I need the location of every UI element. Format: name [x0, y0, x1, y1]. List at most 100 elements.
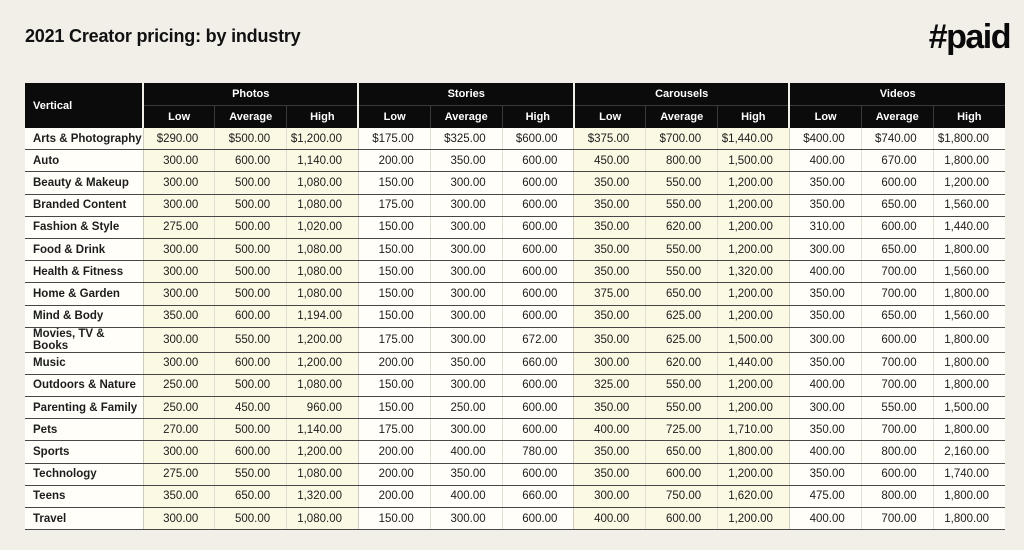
price-cell: 475.00	[788, 485, 862, 509]
price-cell: 300.00	[429, 171, 503, 195]
price-cell: 350.00	[788, 194, 862, 217]
price-cell: $175.00	[357, 128, 431, 151]
price-cell: 600.00	[501, 194, 574, 217]
price-cell: 1,200.00	[717, 171, 790, 195]
column-subheader-carousels-average: Average	[645, 105, 718, 128]
price-cell: 550.00	[645, 194, 718, 217]
price-cell: 550.00	[214, 327, 287, 353]
price-cell: 350.00	[573, 396, 646, 420]
price-cell: 300.00	[142, 238, 215, 262]
row-label: Music	[25, 352, 143, 375]
price-cell: 350.00	[573, 238, 646, 262]
price-cell: 1,800.00	[932, 327, 1005, 353]
row-label: Teens	[25, 485, 143, 509]
table-body: Arts & Photography $290.00 $500.00 $1,200.0…	[25, 128, 1005, 531]
row-label: Food & Drink	[25, 238, 143, 262]
price-cell: 1,200.00	[717, 396, 790, 420]
table-row: Travel 300.00 500.00 1,080.00 150.00 300.00 60…	[25, 507, 1005, 531]
table-row: Food & Drink 300.00 500.00 1,080.00 150.00 30…	[25, 238, 1005, 262]
price-cell: 1,080.00	[286, 463, 359, 486]
price-cell: 300.00	[429, 507, 503, 531]
price-cell: 1,800.00	[932, 418, 1005, 442]
price-cell: 450.00	[214, 396, 287, 420]
price-cell: $1,200.00	[286, 128, 359, 151]
table-row: Pets 270.00 500.00 1,140.00 175.00 300.00 600.…	[25, 418, 1005, 442]
price-cell: 350.00	[142, 305, 215, 328]
column-subheader-photos-high: High	[286, 105, 359, 128]
row-label: Travel	[25, 507, 143, 531]
price-cell: 650.00	[860, 194, 934, 217]
price-cell: 1,140.00	[286, 418, 359, 442]
price-cell: 600.00	[645, 463, 718, 486]
price-cell: 350.00	[788, 352, 862, 375]
price-cell: 1,500.00	[717, 149, 790, 173]
price-cell: 300.00	[573, 352, 646, 375]
column-group-header-carousels: Carousels	[572, 83, 790, 106]
price-cell: 350.00	[573, 327, 646, 353]
price-cell: 600.00	[214, 149, 287, 173]
price-cell: 450.00	[573, 149, 646, 173]
price-cell: 550.00	[214, 463, 287, 486]
price-cell: 250.00	[429, 396, 503, 420]
price-cell: 600.00	[501, 260, 574, 284]
price-cell: 600.00	[501, 374, 574, 398]
price-cell: 625.00	[645, 305, 718, 328]
price-cell: 200.00	[357, 149, 431, 173]
price-cell: 725.00	[645, 418, 718, 442]
price-cell: 175.00	[357, 418, 431, 442]
price-cell: 350.00	[429, 463, 503, 486]
price-cell: 350.00	[573, 440, 646, 464]
price-cell: 1,800.00	[717, 440, 790, 464]
price-cell: 150.00	[357, 305, 431, 328]
row-label: Sports	[25, 440, 143, 464]
row-label: Parenting & Family	[25, 396, 143, 420]
table-row: Technology 275.00 550.00 1,080.00 200.00 350.…	[25, 463, 1005, 486]
price-cell: 150.00	[357, 507, 431, 531]
price-cell: $375.00	[573, 128, 646, 151]
price-cell: 350.00	[429, 352, 503, 375]
price-cell: 800.00	[645, 149, 718, 173]
table-row: Fashion & Style 275.00 500.00 1,020.00 150.0…	[25, 216, 1005, 239]
price-cell: $1,800.00	[932, 128, 1005, 151]
price-cell: 400.00	[429, 440, 503, 464]
price-cell: 310.00	[788, 216, 862, 239]
table-row: Parenting & Family 250.00 450.00 960.00 150.…	[25, 396, 1005, 420]
price-cell: 1,500.00	[932, 396, 1005, 420]
price-cell: 350.00	[573, 216, 646, 239]
price-cell: 600.00	[501, 238, 574, 262]
price-cell: 1,200.00	[717, 507, 790, 531]
price-cell: 1,320.00	[286, 485, 359, 509]
price-cell: 650.00	[214, 485, 287, 509]
price-cell: 650.00	[860, 238, 934, 262]
price-cell: 800.00	[860, 485, 934, 509]
table-row: Beauty & Makeup 300.00 500.00 1,080.00 150.0…	[25, 171, 1005, 195]
price-cell: 1,620.00	[717, 485, 790, 509]
price-cell: 2,160.00	[932, 440, 1005, 464]
price-cell: 1,560.00	[932, 260, 1005, 284]
price-cell: 350.00	[429, 149, 503, 173]
price-cell: 620.00	[645, 216, 718, 239]
price-cell: 400.00	[788, 260, 862, 284]
row-label: Mind & Body	[25, 305, 143, 328]
price-cell: 1,740.00	[932, 463, 1005, 486]
column-subheader-stories-high: High	[501, 105, 574, 128]
price-cell: 700.00	[860, 352, 934, 375]
price-cell: 150.00	[357, 260, 431, 284]
price-cell: 400.00	[788, 440, 862, 464]
price-cell: 300.00	[429, 260, 503, 284]
price-cell: 600.00	[214, 352, 287, 375]
price-cell: 300.00	[142, 149, 215, 173]
price-cell: 1,080.00	[286, 194, 359, 217]
table-row: Sports 300.00 600.00 1,200.00 200.00 400.00 78…	[25, 440, 1005, 464]
column-subheader-stories-average: Average	[429, 105, 503, 128]
price-cell: 300.00	[429, 418, 503, 442]
price-cell: $740.00	[860, 128, 934, 151]
price-cell: 600.00	[645, 507, 718, 531]
column-header-vertical: Vertical	[25, 83, 143, 128]
table-row: Teens 350.00 650.00 1,320.00 200.00 400.00 660…	[25, 485, 1005, 509]
price-cell: 600.00	[860, 327, 934, 353]
price-cell: 1,800.00	[932, 282, 1005, 306]
price-cell: 300.00	[788, 327, 862, 353]
row-label: Beauty & Makeup	[25, 171, 143, 195]
